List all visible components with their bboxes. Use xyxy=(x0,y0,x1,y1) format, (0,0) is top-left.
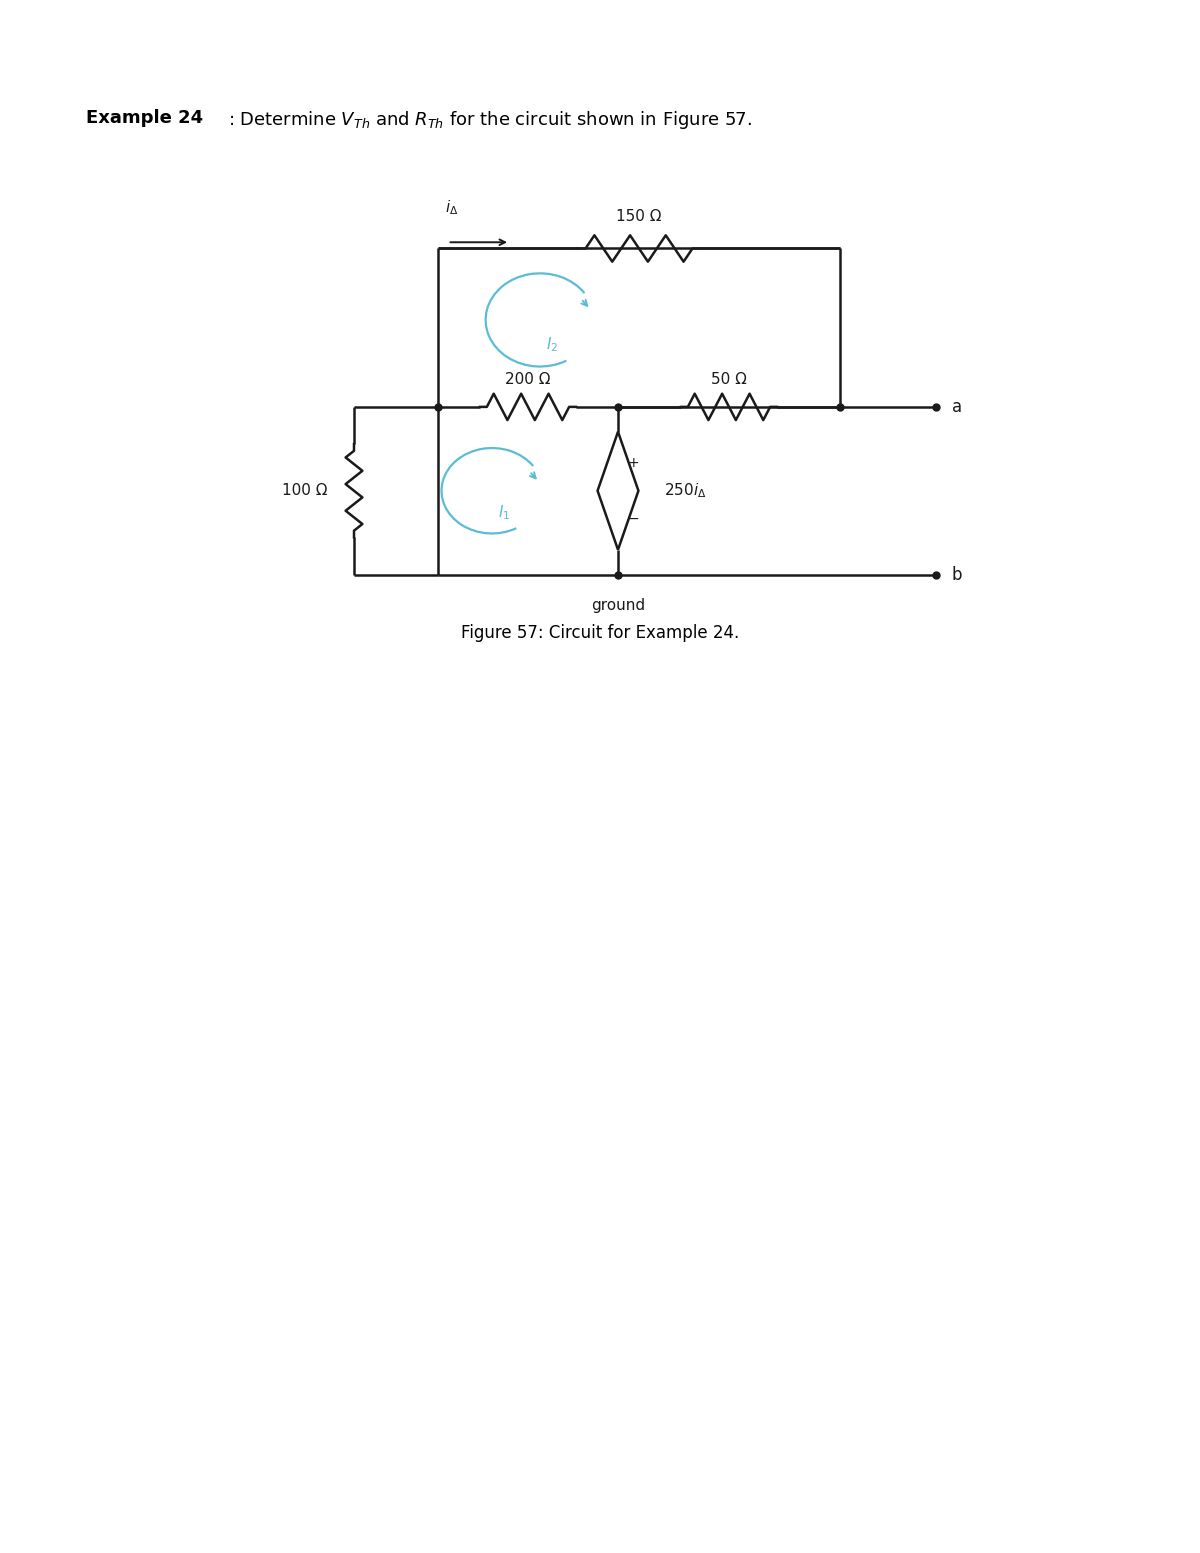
Text: 50 Ω: 50 Ω xyxy=(712,371,746,387)
Text: $i_{\Delta}$: $i_{\Delta}$ xyxy=(445,199,458,217)
Text: −: − xyxy=(628,511,640,526)
Text: 100 Ω: 100 Ω xyxy=(282,483,328,499)
Text: $I_2$: $I_2$ xyxy=(546,335,558,354)
Text: Example 24: Example 24 xyxy=(86,109,204,127)
Text: ground: ground xyxy=(590,598,646,613)
Text: $I_1$: $I_1$ xyxy=(498,503,510,522)
Text: 250$i_{\Delta}$: 250$i_{\Delta}$ xyxy=(664,481,706,500)
Text: 200 Ω: 200 Ω xyxy=(505,371,551,387)
Text: a: a xyxy=(952,398,961,416)
Text: +: + xyxy=(628,455,640,471)
Text: : Determine $V_{Th}$ and $R_{Th}$ for the circuit shown in Figure 57.: : Determine $V_{Th}$ and $R_{Th}$ for th… xyxy=(228,109,752,130)
Text: 150 Ω: 150 Ω xyxy=(617,208,661,224)
Text: b: b xyxy=(952,565,962,584)
Text: Figure 57: Circuit for Example 24.: Figure 57: Circuit for Example 24. xyxy=(461,624,739,643)
